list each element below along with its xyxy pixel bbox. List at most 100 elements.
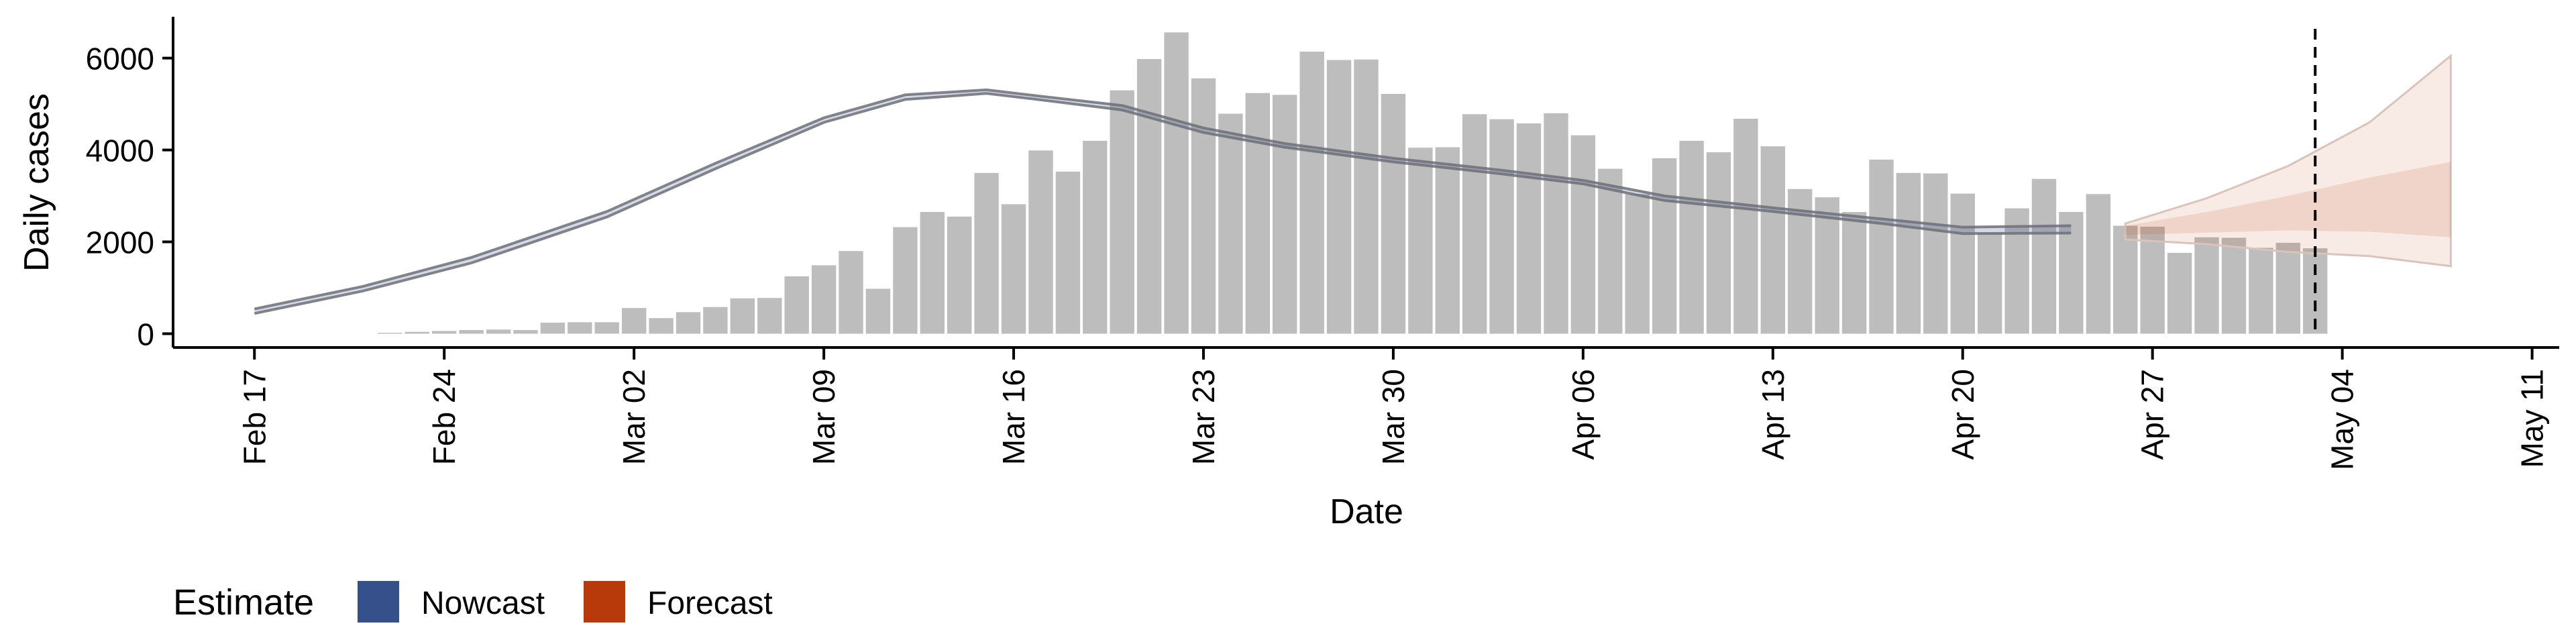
nowcast-lower-line — [254, 92, 2072, 315]
case-bar — [2194, 237, 2219, 334]
case-bar — [1733, 119, 1758, 334]
case-bar — [1652, 158, 1677, 334]
case-bar — [2275, 242, 2300, 334]
x-tick-label: May 04 — [2325, 369, 2360, 470]
case-bar — [1381, 94, 1406, 334]
case-bar — [1299, 52, 1324, 334]
y-tick-label: 0 — [137, 317, 154, 352]
case-bar — [2113, 225, 2138, 334]
case-bar — [1598, 168, 1623, 334]
case-bar — [1625, 194, 1650, 334]
nowcast-upper-line — [254, 88, 2072, 311]
x-tick-label: Apr 13 — [1756, 369, 1790, 460]
case-bar — [649, 318, 674, 334]
x-tick-label: Apr 27 — [2135, 369, 2170, 460]
case-bar — [1489, 119, 1514, 334]
case-bar — [811, 265, 837, 334]
case-bar — [1462, 114, 1487, 334]
case-bar — [1408, 148, 1433, 334]
case-bar — [2221, 237, 2247, 334]
case-bar — [459, 330, 484, 334]
axes-layer: 0 2000 4000 6000 Feb 17 Feb 24 Mar 02 Mar 09 Ma… — [17, 17, 2559, 531]
case-bar — [1950, 193, 1975, 334]
x-tick-label: Feb 17 — [237, 369, 272, 465]
case-bar — [2140, 226, 2165, 334]
case-bar — [1544, 113, 1568, 334]
case-bar — [1923, 173, 1948, 334]
x-tick-label: Mar 02 — [616, 369, 651, 465]
case-bar — [594, 322, 619, 334]
case-bar — [839, 251, 863, 334]
case-bar — [1001, 204, 1026, 334]
case-bar — [1245, 93, 1270, 334]
y-ticks: 0 2000 4000 6000 — [86, 42, 173, 352]
case-bar — [1516, 123, 1542, 334]
line-layer — [254, 88, 2072, 315]
x-tick-label: Mar 09 — [806, 369, 841, 465]
x-tick-label: Apr 06 — [1566, 369, 1601, 460]
case-bar — [1706, 152, 1731, 334]
x-tick-label: Apr 20 — [1945, 369, 1980, 460]
case-bar — [865, 288, 891, 334]
x-ticks: Feb 17 Feb 24 Mar 02 Mar 09 Mar 16 Mar 23 Mar … — [237, 347, 2550, 470]
forecast-inner-band — [2125, 162, 2451, 237]
case-bar — [2249, 248, 2273, 334]
case-bar — [1164, 32, 1189, 334]
case-bar — [757, 298, 782, 334]
x-tick-label: May 11 — [2515, 369, 2550, 468]
y-tick-label: 4000 — [86, 133, 154, 168]
legend-label-nowcast: Nowcast — [421, 586, 545, 621]
y-tick-label: 2000 — [86, 225, 154, 260]
case-bar — [432, 331, 457, 334]
case-bar — [1028, 150, 1053, 334]
y-axis-title: Daily cases — [17, 93, 56, 272]
legend: Estimate Nowcast Forecast — [173, 581, 773, 623]
legend-title: Estimate — [173, 582, 314, 623]
case-bar — [2004, 208, 2029, 334]
case-bar — [730, 298, 755, 334]
legend-swatch-forecast — [584, 581, 625, 623]
case-bar — [703, 307, 728, 334]
case-bar — [513, 330, 538, 334]
legend-swatch-nowcast — [358, 581, 399, 623]
case-bar — [2031, 178, 2057, 334]
y-tick-label: 6000 — [86, 42, 154, 76]
bar-layer — [378, 32, 2328, 334]
legend-label-forecast: Forecast — [647, 586, 773, 621]
case-bar — [974, 172, 999, 334]
forecast-outer-band — [2124, 54, 2452, 268]
case-bar — [676, 312, 701, 334]
case-bar — [1570, 135, 1596, 334]
x-axis-title: Date — [1330, 492, 1403, 531]
case-bar — [2167, 252, 2192, 334]
case-bar — [1136, 59, 1162, 334]
case-bar — [1083, 140, 1108, 334]
case-bar — [1435, 147, 1460, 334]
case-bar — [1841, 212, 1867, 334]
case-bar — [1218, 113, 1243, 334]
case-bar — [1110, 90, 1134, 334]
case-bar — [1055, 171, 1081, 334]
x-tick-label: Mar 16 — [996, 369, 1031, 465]
case-bar — [893, 227, 918, 334]
x-tick-label: Mar 23 — [1186, 369, 1221, 465]
case-bar — [1896, 172, 1921, 334]
x-tick-label: Mar 30 — [1376, 369, 1411, 465]
case-bar — [1326, 60, 1352, 334]
case-bar — [405, 331, 429, 334]
case-bar — [1354, 59, 1379, 334]
case-bar — [1273, 95, 1297, 334]
case-bar — [1760, 146, 1785, 334]
case-bar — [486, 329, 511, 334]
case-bar — [2086, 194, 2111, 334]
case-bar — [1978, 232, 2002, 334]
case-bar — [540, 323, 566, 334]
case-bar — [622, 308, 647, 334]
case-bar — [1679, 140, 1704, 334]
x-tick-label: Feb 24 — [427, 369, 462, 465]
case-bar — [568, 322, 592, 334]
case-bar — [784, 276, 809, 334]
case-bar — [1869, 159, 1894, 334]
